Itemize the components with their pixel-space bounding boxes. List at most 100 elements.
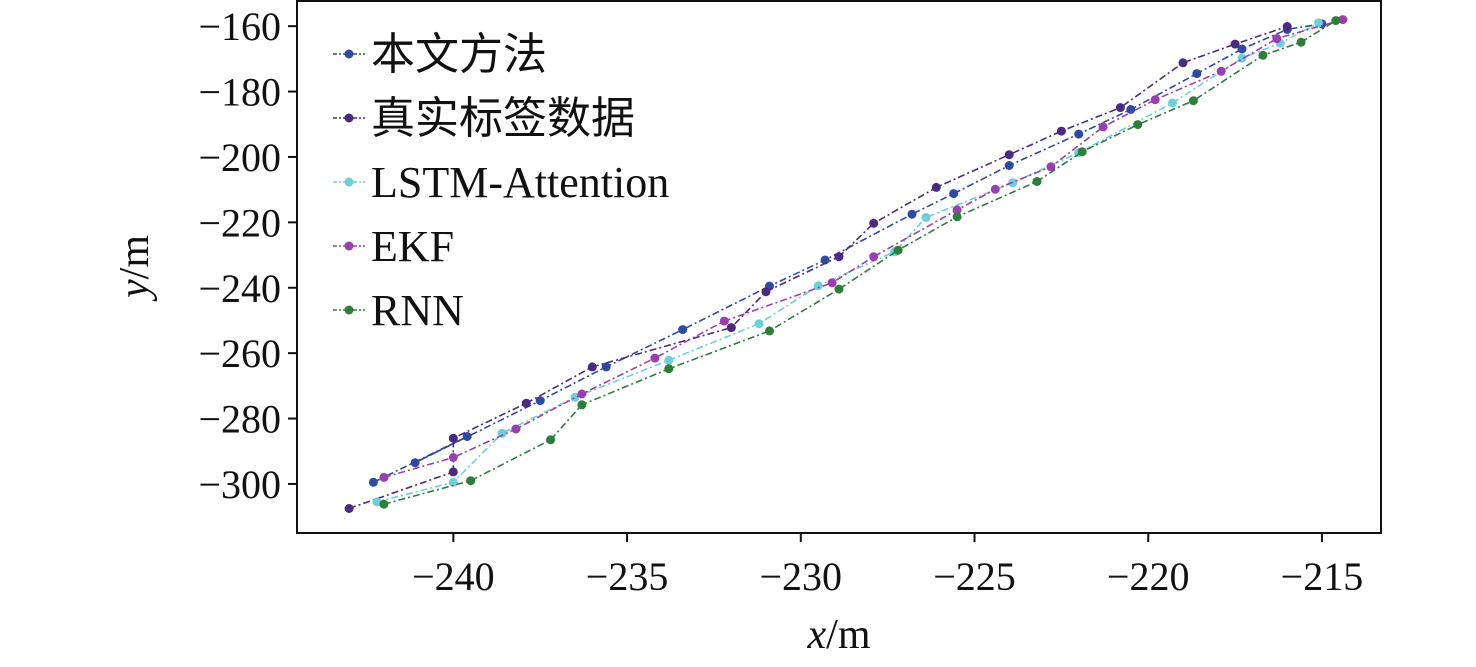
data-point bbox=[577, 400, 587, 410]
data-point bbox=[1314, 18, 1323, 28]
data-point bbox=[931, 182, 941, 192]
data-point bbox=[952, 205, 962, 215]
series-layer bbox=[344, 15, 1348, 513]
data-point bbox=[754, 319, 764, 329]
data-point bbox=[1074, 129, 1084, 139]
x-tick-label: −235 bbox=[586, 554, 669, 599]
legend-label: RNN bbox=[371, 286, 464, 335]
data-point bbox=[1032, 177, 1042, 186]
x-tick-label: −220 bbox=[1107, 554, 1190, 599]
data-point bbox=[765, 326, 774, 336]
data-point bbox=[921, 213, 931, 222]
series-1 bbox=[368, 19, 1327, 487]
data-point bbox=[1126, 105, 1136, 114]
legend-marker bbox=[344, 305, 354, 315]
data-point bbox=[601, 362, 611, 372]
data-point bbox=[368, 477, 378, 487]
data-point bbox=[448, 477, 458, 487]
data-point bbox=[1178, 58, 1188, 68]
axes-layer: −240 −235 −230 −225 −220 −215 −160 −180 −200 −220… bbox=[198, 4, 1363, 599]
data-point bbox=[1258, 50, 1268, 60]
y-tick-label: −300 bbox=[198, 462, 281, 507]
data-point bbox=[1098, 122, 1108, 132]
y-tick-label: −220 bbox=[198, 200, 281, 245]
data-point bbox=[990, 184, 1000, 194]
legend-label: 本文方法 bbox=[371, 30, 547, 79]
series-2 bbox=[344, 22, 1292, 513]
data-point bbox=[664, 364, 674, 374]
data-point bbox=[813, 281, 823, 291]
x-tick-label: −230 bbox=[760, 554, 843, 599]
legend-item-5: RNN bbox=[333, 286, 464, 335]
data-point bbox=[1056, 126, 1066, 136]
data-point bbox=[1216, 66, 1226, 76]
data-point bbox=[664, 355, 674, 365]
data-point bbox=[650, 353, 660, 363]
data-point bbox=[1077, 147, 1087, 157]
legend-item-3: LSTM-Attention bbox=[333, 158, 669, 207]
data-point bbox=[511, 424, 521, 434]
data-point bbox=[907, 209, 917, 219]
data-point bbox=[379, 499, 389, 509]
y-tick-label: −240 bbox=[198, 266, 281, 311]
legend-marker bbox=[344, 177, 354, 187]
axis-titles: x/m y/m bbox=[112, 235, 871, 658]
legend-label: EKF bbox=[371, 222, 454, 271]
data-point bbox=[521, 398, 531, 408]
data-point bbox=[820, 255, 830, 265]
legend-marker bbox=[344, 49, 354, 59]
data-point bbox=[827, 278, 837, 288]
data-point bbox=[719, 316, 729, 326]
data-point bbox=[869, 218, 879, 228]
data-point bbox=[372, 497, 382, 507]
data-point bbox=[1004, 150, 1014, 160]
data-point bbox=[1331, 16, 1341, 26]
series-line bbox=[383, 18, 1344, 479]
data-point bbox=[1237, 53, 1247, 63]
data-point bbox=[1296, 37, 1306, 47]
legend-label: 真实标签数据 bbox=[371, 94, 635, 143]
plot-frame bbox=[296, 0, 1382, 534]
data-point bbox=[448, 467, 458, 477]
data-point bbox=[1115, 103, 1125, 113]
y-tick-label: −200 bbox=[198, 135, 281, 180]
x-tick-label: −215 bbox=[1281, 554, 1364, 599]
y-tick-label: −160 bbox=[198, 4, 281, 49]
x-axis-title: x/m bbox=[807, 612, 871, 658]
legend-item-4: EKF bbox=[333, 222, 454, 271]
data-point bbox=[448, 453, 458, 462]
data-point bbox=[761, 287, 771, 297]
data-point bbox=[546, 435, 556, 445]
data-point bbox=[869, 252, 879, 262]
legend-label: LSTM-Attention bbox=[371, 158, 669, 207]
data-point bbox=[587, 362, 597, 372]
data-point bbox=[893, 245, 903, 255]
data-point bbox=[1282, 22, 1292, 31]
data-point bbox=[1046, 162, 1056, 172]
data-point bbox=[462, 432, 472, 441]
data-point bbox=[1168, 98, 1177, 108]
series-5 bbox=[379, 16, 1341, 509]
y-tick-label: −260 bbox=[198, 331, 281, 376]
series-4 bbox=[379, 15, 1348, 482]
data-point bbox=[448, 433, 458, 443]
legend-item-2: 真实标签数据 bbox=[333, 94, 635, 143]
data-point bbox=[1272, 34, 1282, 44]
x-tick-label: −240 bbox=[412, 554, 495, 599]
plot-area bbox=[296, 0, 1382, 534]
data-point bbox=[379, 472, 389, 482]
data-point bbox=[466, 476, 476, 486]
data-point bbox=[834, 284, 844, 294]
data-point bbox=[344, 504, 354, 513]
data-point bbox=[410, 458, 420, 468]
data-point bbox=[1188, 96, 1198, 106]
legend-marker bbox=[344, 113, 354, 123]
series-line bbox=[373, 23, 1323, 484]
y-tick-label: −280 bbox=[198, 397, 281, 442]
y-axis-title: y/m bbox=[112, 235, 158, 302]
data-point bbox=[1150, 95, 1160, 105]
data-point bbox=[577, 389, 587, 399]
data-point bbox=[570, 392, 580, 402]
